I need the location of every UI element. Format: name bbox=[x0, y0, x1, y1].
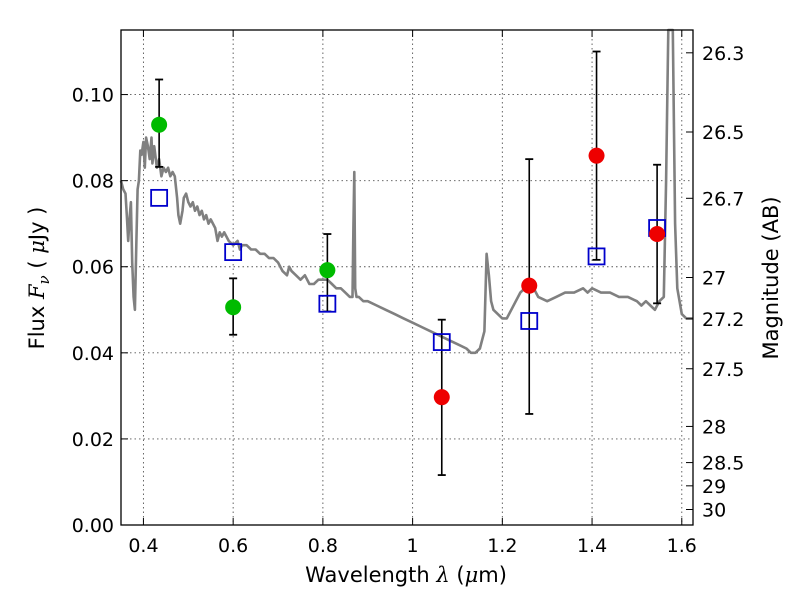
model-synthetic-flux-square bbox=[318, 294, 337, 313]
x-tick-label: 0.8 bbox=[308, 535, 338, 557]
x-tick-label: 0.4 bbox=[128, 535, 158, 557]
magnitude-tick-label: 29 bbox=[702, 476, 726, 498]
magnitude-axis-label: Magnitude (AB) bbox=[759, 196, 783, 359]
magnitude-tick-label: 27 bbox=[702, 268, 726, 290]
observed-flux-point bbox=[225, 299, 242, 316]
x-tick-label: 1 bbox=[407, 535, 419, 557]
magnitude-tick-label: 26.3 bbox=[702, 43, 744, 65]
model-synthetic-flux-square bbox=[432, 333, 451, 351]
y-tick-label: 0.08 bbox=[72, 171, 114, 193]
y-tick-label: 0.02 bbox=[72, 429, 114, 451]
observed-flux-point bbox=[151, 116, 168, 133]
x-tick-label: 0.6 bbox=[218, 535, 248, 557]
magnitude-tick-label: 28 bbox=[702, 416, 726, 438]
observed-flux-point bbox=[319, 262, 336, 279]
observed-flux-point bbox=[588, 147, 605, 164]
y-tick-label: 0.04 bbox=[72, 343, 114, 365]
y-axis-label: Flux Fν ( μJy ) bbox=[25, 207, 53, 350]
x-tick-label: 1.4 bbox=[577, 535, 607, 557]
magnitude-tick-label: 27.2 bbox=[702, 309, 744, 331]
grid bbox=[121, 30, 693, 526]
model-synthetic-flux-square bbox=[150, 188, 169, 207]
magnitude-tick-label: 30 bbox=[702, 500, 726, 522]
x-tick-label: 1.6 bbox=[667, 535, 697, 557]
y-tick-label: 0.10 bbox=[72, 85, 114, 107]
magnitude-tick-label: 28.5 bbox=[702, 453, 744, 475]
observed-flux-point bbox=[521, 277, 538, 294]
x-axis-label: Wavelength λ (μm) bbox=[305, 563, 507, 587]
x-tick-label: 1.2 bbox=[487, 535, 517, 557]
magnitude-tick-label: 27.5 bbox=[702, 359, 744, 381]
magnitude-tick-label: 26.7 bbox=[702, 188, 744, 210]
magnitude-tick-label: 26.5 bbox=[702, 122, 744, 144]
model-synthetic-flux-square bbox=[520, 312, 539, 330]
model-spectrum-layer bbox=[119, 28, 693, 355]
y-tick-label: 0.06 bbox=[72, 257, 114, 279]
data-markers-layer bbox=[150, 116, 667, 406]
model-synthetic-flux-square bbox=[587, 247, 606, 266]
y-tick-label: 0.00 bbox=[72, 515, 114, 537]
observed-flux-point bbox=[433, 389, 450, 406]
error-bars-layer bbox=[155, 50, 662, 476]
plot-frame bbox=[120, 29, 694, 526]
model-spectrum-line bbox=[119, 28, 693, 355]
observed-flux-point bbox=[649, 226, 666, 243]
model-synthetic-flux-square bbox=[224, 243, 243, 262]
ticks-layer: 0.4 0.6 0.8 1 1.2 1.4 1.6 0.00 0.02 0.04 0.06 0.08 0… bbox=[72, 30, 744, 557]
